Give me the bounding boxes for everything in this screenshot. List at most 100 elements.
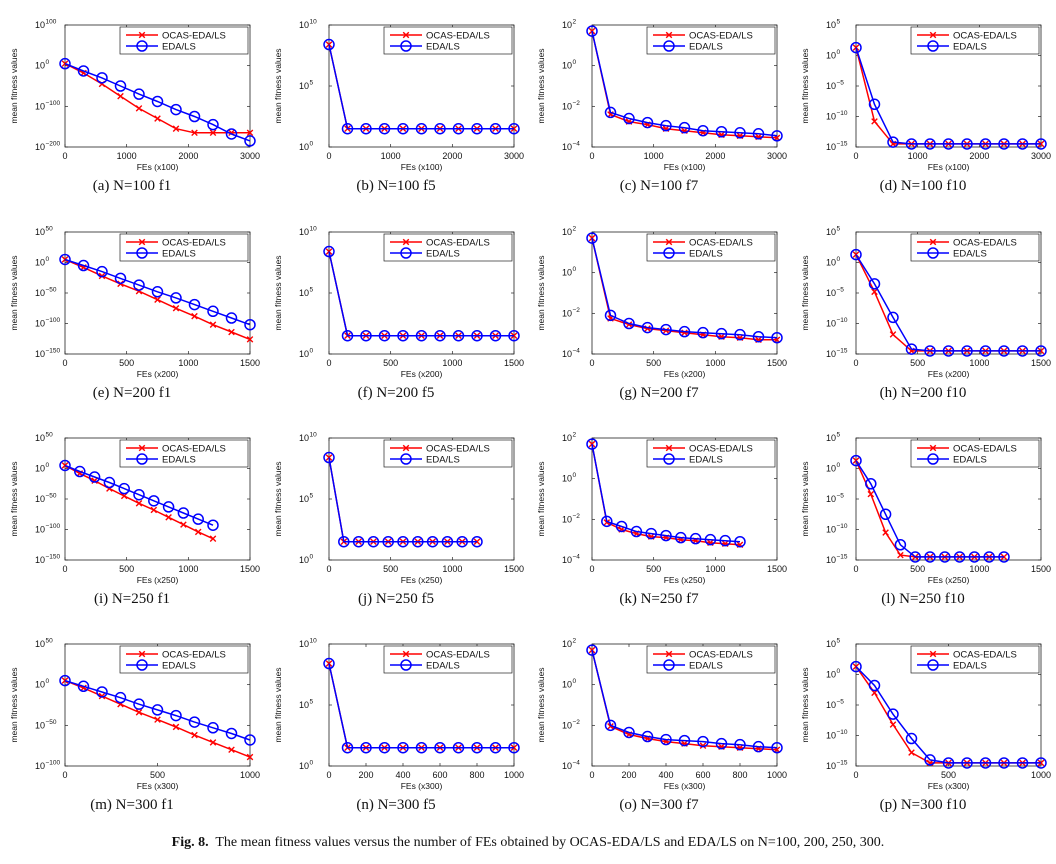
data-point	[675, 531, 687, 544]
y-tick-exponent: 10	[310, 226, 318, 233]
x-tick-label: 800	[732, 770, 747, 780]
data-point	[59, 459, 71, 472]
data-point	[209, 535, 217, 542]
legend-entry: EDA/LS	[653, 247, 723, 259]
y-tick-label: 10	[826, 288, 836, 298]
y-tick-exponent: −100	[46, 100, 61, 107]
series-line	[328, 251, 514, 337]
data-point	[588, 646, 596, 654]
legend-label: EDA/LS	[162, 660, 196, 671]
data-point	[170, 709, 182, 722]
x-tick-label: 200	[621, 770, 636, 780]
x-tick-label: 3000	[767, 151, 787, 161]
legend-entry: OCAS-EDA/LS	[653, 237, 753, 248]
data-point	[1016, 757, 1029, 769]
data-point	[135, 499, 143, 507]
subplot-h: 0 500 1000 1500 10 −15 10 −10 10 −5 10 0 10 5 FEs (x20…	[791, 207, 1055, 412]
data-point	[942, 138, 955, 150]
y-tick-exponent: −15	[837, 554, 848, 561]
legend-entry: EDA/LS	[390, 247, 460, 259]
data-point	[360, 122, 372, 135]
data-point	[979, 345, 992, 357]
y-tick-exponent: 10	[310, 432, 318, 439]
data-point	[207, 305, 219, 318]
subplot-n: 0 200 400 600 800 1000 10 0 10 5 10 10 FEs (x300) mea…	[264, 619, 528, 824]
x-marker-icon	[929, 650, 937, 658]
data-point	[338, 535, 350, 548]
y-tick-label: 10	[562, 268, 572, 278]
y-tick-label: 10	[826, 731, 836, 741]
x-tick-label: 1500	[240, 358, 260, 368]
data-point	[852, 44, 860, 51]
data-point	[623, 112, 635, 125]
y-tick-label: 10	[299, 700, 309, 710]
data-point	[850, 248, 862, 261]
x-tick-label: 0	[589, 151, 594, 161]
x-tick-label: 1000	[644, 151, 664, 161]
legend-label: EDA/LS	[426, 248, 460, 259]
y-tick-exponent: −2	[573, 719, 581, 726]
legend-label: OCAS-EDA/LS	[426, 237, 490, 248]
y-axis-label: mean fitness values	[536, 48, 546, 123]
series-line	[64, 679, 251, 741]
data-point	[114, 80, 127, 92]
data-point	[942, 345, 955, 357]
data-point	[323, 657, 335, 670]
y-tick-exponent: 0	[46, 59, 50, 66]
x-tick-label: 3000	[504, 151, 524, 161]
y-tick-label: 10	[826, 319, 836, 329]
data-point	[603, 519, 611, 526]
y-tick-label: 10	[562, 433, 572, 443]
x-marker-icon	[665, 238, 673, 246]
y-tick-label: 10	[826, 81, 836, 91]
x-tick-label: 0	[62, 358, 67, 368]
data-point	[586, 25, 598, 37]
x-tick-label: 0	[326, 770, 331, 780]
data-point	[207, 722, 219, 734]
subplot-caption: (g) N=200 f7	[619, 385, 699, 401]
subplot-caption: (i) N=250 f1	[94, 591, 170, 607]
data-point	[867, 490, 875, 498]
legend-entry: EDA/LS	[917, 40, 987, 52]
x-tick-label: 500	[910, 564, 925, 574]
legend-label: EDA/LS	[953, 41, 987, 52]
y-tick-label: 10	[35, 494, 45, 504]
data-point	[244, 135, 256, 147]
legend-entry: OCAS-EDA/LS	[917, 30, 1017, 41]
y-tick-label: 10	[35, 555, 45, 565]
x-tick-label: 400	[395, 770, 410, 780]
data-point	[752, 330, 765, 343]
y-tick-exponent: 5	[837, 226, 841, 233]
x-tick-label: 2000	[969, 151, 989, 161]
x-tick-label: 600	[695, 770, 710, 780]
legend-entry: OCAS-EDA/LS	[653, 443, 753, 454]
data-point	[998, 551, 1010, 563]
data-point	[471, 741, 483, 754]
legend-label: OCAS-EDA/LS	[162, 443, 226, 454]
data-point	[678, 325, 691, 338]
y-tick-label: 10	[826, 639, 836, 649]
legend-entry: OCAS-EDA/LS	[917, 443, 1017, 454]
circle-marker-icon	[663, 40, 675, 52]
subplot-caption: (m) N=300 f1	[90, 797, 174, 813]
circle-marker-icon	[136, 40, 148, 52]
x-marker-icon	[929, 238, 937, 246]
legend-label: OCAS-EDA/LS	[953, 30, 1017, 41]
data-point	[207, 118, 219, 131]
legend-entry: OCAS-EDA/LS	[390, 649, 490, 660]
data-point	[868, 98, 881, 111]
x-tick-label: 0	[589, 770, 594, 780]
data-point	[133, 88, 145, 100]
y-tick-label: 10	[826, 464, 836, 474]
legend-entry: EDA/LS	[126, 247, 196, 259]
y-tick-exponent: 0	[310, 141, 314, 148]
data-point	[697, 326, 709, 339]
y-tick-exponent: 2	[573, 432, 577, 439]
y-tick-exponent: 0	[573, 266, 577, 273]
y-tick-label: 10	[826, 555, 836, 565]
y-tick-exponent: 0	[573, 678, 577, 685]
data-point	[59, 674, 71, 687]
